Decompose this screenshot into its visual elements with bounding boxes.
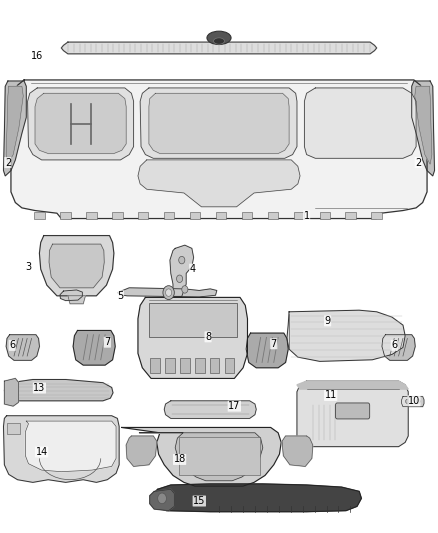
Bar [242,212,252,219]
Circle shape [163,286,174,300]
Text: 16: 16 [31,51,43,61]
Bar [293,212,304,219]
Polygon shape [6,86,23,164]
Polygon shape [11,80,427,219]
Circle shape [417,399,420,403]
Polygon shape [4,81,26,176]
Bar [165,358,175,373]
Polygon shape [35,93,126,154]
Polygon shape [150,489,174,511]
Text: 7: 7 [271,339,277,349]
Polygon shape [149,93,289,154]
Polygon shape [122,427,281,486]
Text: 6: 6 [9,341,15,350]
Bar [346,212,356,219]
Bar [216,212,226,219]
Bar [268,212,278,219]
Polygon shape [140,88,297,158]
Polygon shape [402,397,424,407]
Text: 6: 6 [391,341,397,350]
Polygon shape [139,433,263,481]
Polygon shape [117,288,217,297]
Text: 13: 13 [33,383,46,393]
Bar [149,303,237,337]
Polygon shape [6,335,39,360]
Ellipse shape [214,38,224,44]
Polygon shape [282,436,313,466]
Polygon shape [28,88,134,160]
Polygon shape [412,81,434,176]
Bar [195,358,205,373]
Text: 7: 7 [104,337,110,347]
Polygon shape [138,160,300,207]
Polygon shape [297,381,408,447]
Polygon shape [170,245,194,296]
Polygon shape [4,378,18,406]
Polygon shape [4,416,119,482]
Polygon shape [297,381,408,389]
Bar [371,212,382,219]
Text: 2: 2 [5,158,11,167]
Text: 15: 15 [193,496,205,506]
Text: 4: 4 [190,264,196,274]
Bar [60,212,71,219]
Polygon shape [151,484,361,512]
Circle shape [179,256,185,264]
FancyBboxPatch shape [336,403,370,419]
Polygon shape [39,236,114,296]
Bar [138,212,148,219]
Text: 8: 8 [205,332,211,342]
Circle shape [158,493,166,504]
Polygon shape [415,86,432,164]
Polygon shape [382,335,415,360]
Text: 17: 17 [228,401,240,411]
Bar [112,212,123,219]
Bar [86,212,96,219]
Bar [320,212,330,219]
Polygon shape [73,330,115,365]
Bar [34,212,45,219]
Text: 18: 18 [173,455,186,464]
Polygon shape [68,296,85,304]
Polygon shape [246,333,288,368]
Text: 11: 11 [325,391,337,400]
Circle shape [182,286,188,293]
Polygon shape [60,290,82,301]
Polygon shape [49,244,104,288]
Text: 2: 2 [415,158,421,167]
Circle shape [177,275,183,282]
Circle shape [406,399,409,403]
Polygon shape [126,436,157,466]
Bar [190,212,200,219]
Polygon shape [25,421,116,472]
Polygon shape [304,88,416,158]
Polygon shape [138,297,247,378]
Polygon shape [61,42,377,54]
Text: 5: 5 [117,291,124,301]
Circle shape [166,289,172,296]
Polygon shape [164,401,256,418]
Text: 3: 3 [25,262,32,271]
Bar [179,437,260,475]
Ellipse shape [207,31,231,45]
Polygon shape [4,379,113,401]
Text: 14: 14 [35,447,48,457]
Text: 9: 9 [325,316,331,326]
Bar [225,358,234,373]
Bar [210,358,219,373]
Bar [164,212,174,219]
Bar [150,358,160,373]
Text: 10: 10 [408,396,420,406]
Bar [7,423,20,434]
Text: 1: 1 [304,211,310,221]
Bar [180,358,190,373]
Polygon shape [287,310,405,361]
